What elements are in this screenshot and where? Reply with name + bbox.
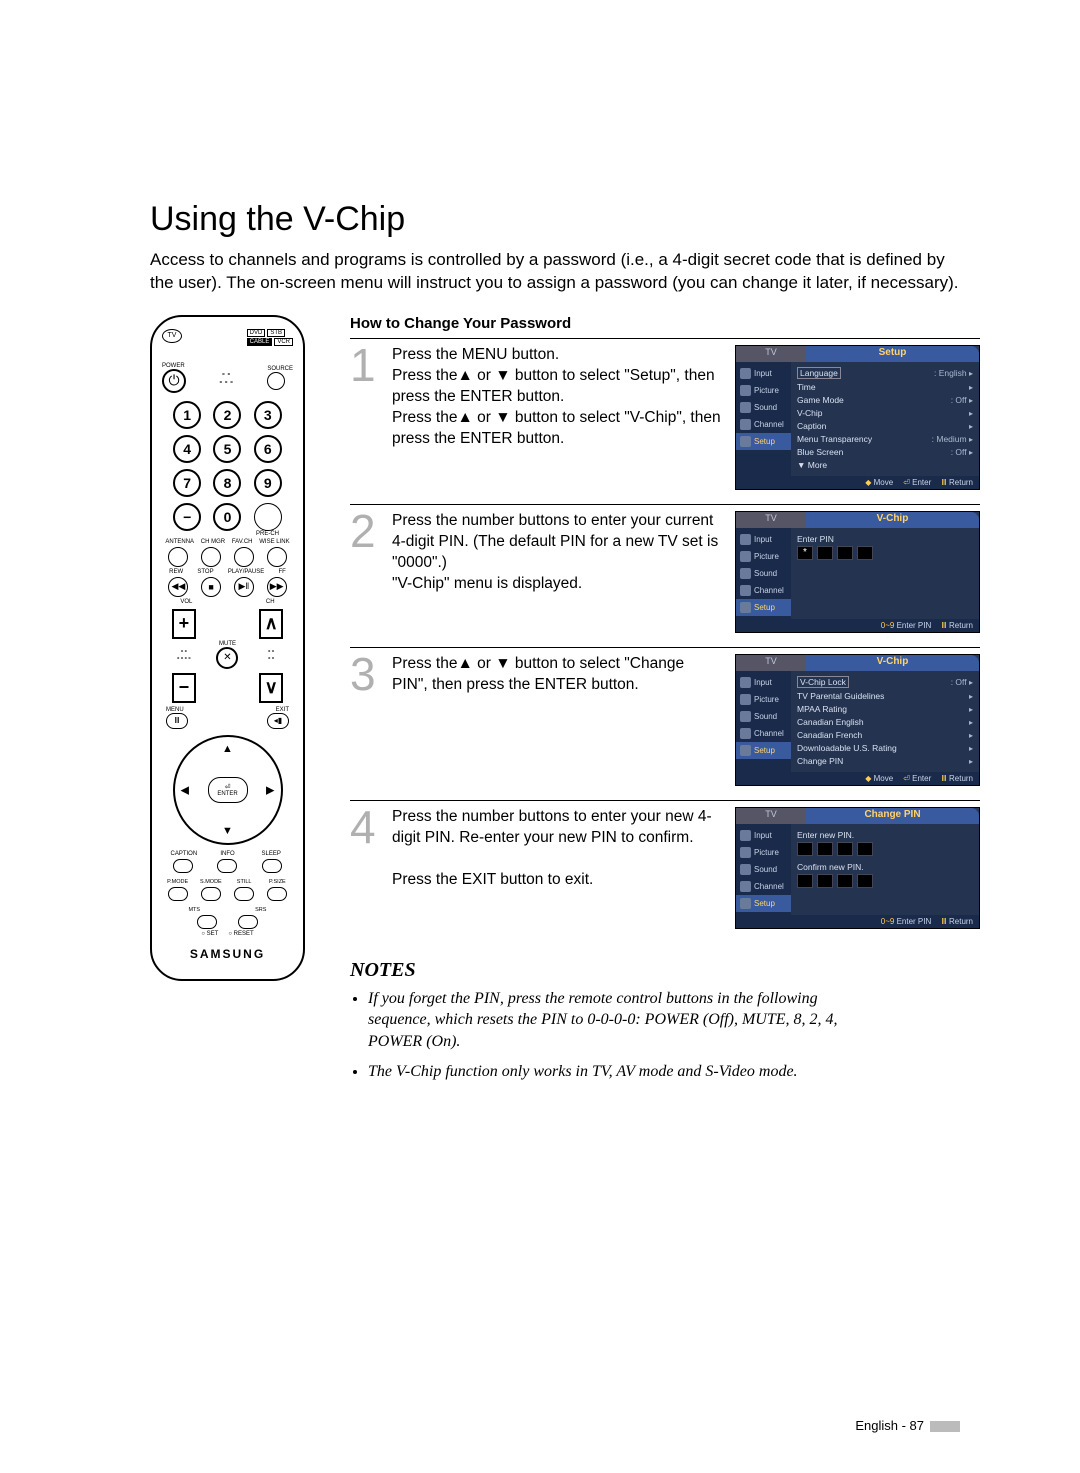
osd-panel: TVV-ChipInputPictureSoundChannelSetupEnt… bbox=[735, 511, 980, 633]
osd-panel: TVV-ChipInputPictureSoundChannelSetupV-C… bbox=[735, 654, 980, 786]
step-number: 3 bbox=[350, 654, 384, 695]
step-text: Press the MENU button.Press the▲ or ▼ bu… bbox=[392, 345, 727, 450]
step: 2Press the number buttons to enter your … bbox=[350, 504, 980, 633]
step-text: Press the number buttons to enter your n… bbox=[392, 807, 727, 891]
step-text: Press the number buttons to enter your c… bbox=[392, 511, 727, 595]
step-text: Press the▲ or ▼ button to select "Change… bbox=[392, 654, 727, 696]
step-number: 2 bbox=[350, 511, 384, 552]
notes-heading: NOTES bbox=[350, 959, 980, 982]
page-title: Using the V-Chip bbox=[150, 200, 980, 239]
intro-text: Access to channels and programs is contr… bbox=[150, 249, 960, 295]
notes-section: NOTES If you forget the PIN, press the r… bbox=[350, 959, 980, 1082]
osd-panel: TVChange PINInputPictureSoundChannelSetu… bbox=[735, 807, 980, 929]
section-title: How to Change Your Password bbox=[350, 315, 980, 332]
note-item: The V-Chip function only works in TV, AV… bbox=[368, 1061, 868, 1083]
osd-panel: TVSetupInputPictureSoundChannelSetupLang… bbox=[735, 345, 980, 490]
step: 3Press the▲ or ▼ button to select "Chang… bbox=[350, 647, 980, 786]
page-footer: English - 87 bbox=[855, 1418, 960, 1433]
source-btn bbox=[267, 372, 285, 390]
remote-illustration: TV DVDSTB CABLEVCR POWER ⏻ ∘∘∘∘∘ SOURCE … bbox=[150, 315, 320, 981]
note-item: If you forget the PIN, press the remote … bbox=[368, 988, 868, 1053]
remote-brand: SAMSUNG bbox=[162, 947, 293, 961]
step-number: 1 bbox=[350, 345, 384, 386]
content-row: TV DVDSTB CABLEVCR POWER ⏻ ∘∘∘∘∘ SOURCE … bbox=[150, 315, 980, 1090]
step: 4Press the number buttons to enter your … bbox=[350, 800, 980, 929]
step: 1Press the MENU button.Press the▲ or ▼ b… bbox=[350, 338, 980, 490]
remote-tv-btn: TV bbox=[162, 329, 182, 343]
remote-dpad: ▲▼◀▶ ⏎ENTER bbox=[173, 735, 283, 845]
power-icon: ⏻ bbox=[162, 369, 186, 393]
step-number: 4 bbox=[350, 807, 384, 848]
remote-numpad: 123 456 789 −0 bbox=[170, 401, 285, 531]
